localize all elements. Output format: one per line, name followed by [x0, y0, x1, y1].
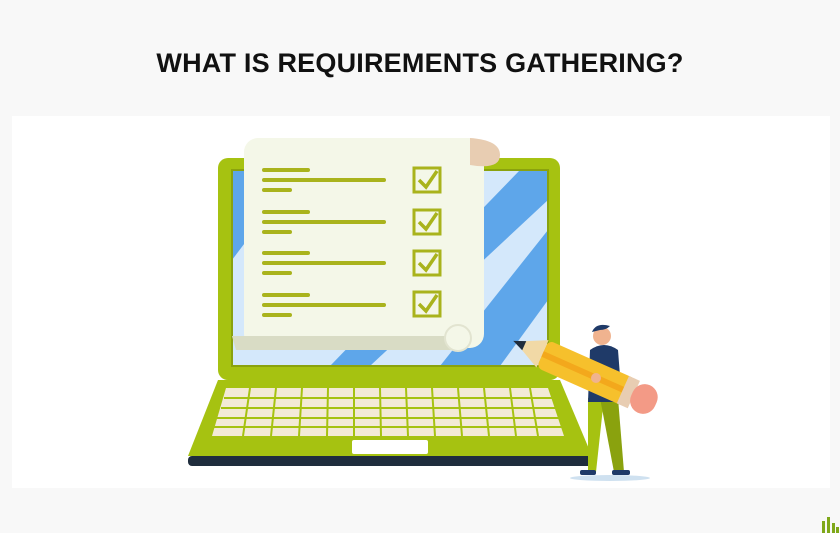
checkmark-icon: [417, 294, 439, 314]
checkbox-icon: [412, 290, 442, 318]
checklist-row-4: [262, 290, 442, 318]
person-with-pencil: [513, 324, 658, 481]
page-title: WHAT IS REQUIREMENTS GATHERING?: [156, 48, 684, 78]
laptop-trackpad: [352, 440, 428, 454]
paper-roll-bottom: [444, 324, 472, 352]
checkmark-icon: [417, 212, 439, 232]
paper-roll-top: [470, 138, 500, 167]
checkbox-icon: [412, 249, 442, 277]
checkbox-icon: [412, 208, 442, 236]
corner-logo-icon: [822, 517, 839, 533]
checkmark-icon: [417, 253, 439, 273]
checklist-row-2: [262, 208, 442, 236]
checklist-row-1: [262, 166, 442, 194]
checklist-row-3: [262, 249, 442, 277]
laptop-base-edge: [188, 456, 592, 466]
checkmark-icon: [417, 170, 439, 190]
checkbox-icon: [412, 166, 442, 194]
